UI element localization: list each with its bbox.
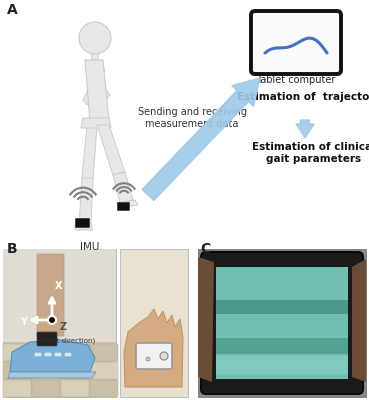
Polygon shape [91, 54, 99, 60]
Polygon shape [296, 120, 314, 138]
Polygon shape [85, 60, 109, 122]
Text: Tablet computer: Tablet computer [256, 75, 336, 85]
Polygon shape [113, 172, 133, 203]
FancyBboxPatch shape [90, 344, 118, 361]
FancyBboxPatch shape [37, 254, 64, 336]
Polygon shape [142, 78, 260, 200]
FancyBboxPatch shape [201, 252, 363, 394]
FancyBboxPatch shape [216, 338, 348, 354]
Polygon shape [81, 118, 111, 128]
FancyBboxPatch shape [65, 353, 71, 356]
Polygon shape [75, 225, 93, 230]
Text: Estimation of clinical
gait parameters: Estimation of clinical gait parameters [252, 142, 369, 164]
Text: Y: Y [20, 317, 27, 327]
FancyBboxPatch shape [32, 362, 60, 379]
FancyBboxPatch shape [216, 267, 348, 379]
FancyBboxPatch shape [45, 353, 51, 356]
FancyBboxPatch shape [37, 332, 57, 346]
FancyBboxPatch shape [3, 362, 31, 379]
Polygon shape [82, 125, 97, 180]
Text: B: B [7, 242, 18, 256]
FancyBboxPatch shape [198, 249, 366, 397]
Circle shape [146, 357, 150, 361]
FancyBboxPatch shape [35, 353, 41, 356]
Text: A: A [7, 3, 18, 17]
Text: C: C [200, 242, 210, 256]
Polygon shape [8, 372, 96, 378]
Polygon shape [83, 65, 105, 105]
FancyBboxPatch shape [61, 362, 89, 379]
Polygon shape [79, 178, 93, 225]
FancyBboxPatch shape [90, 380, 118, 397]
Polygon shape [97, 125, 125, 175]
FancyBboxPatch shape [216, 316, 348, 336]
Circle shape [48, 316, 56, 324]
Text: Z: Z [60, 322, 67, 332]
FancyBboxPatch shape [216, 280, 348, 298]
Polygon shape [124, 309, 183, 387]
FancyBboxPatch shape [90, 362, 118, 379]
FancyBboxPatch shape [3, 344, 31, 361]
Text: X: X [55, 281, 62, 291]
Polygon shape [198, 257, 214, 382]
Text: IMU: IMU [80, 242, 100, 252]
FancyBboxPatch shape [3, 380, 31, 397]
Polygon shape [352, 259, 366, 382]
FancyBboxPatch shape [3, 249, 116, 342]
FancyBboxPatch shape [216, 300, 348, 314]
FancyBboxPatch shape [55, 353, 61, 356]
FancyBboxPatch shape [76, 218, 90, 228]
FancyBboxPatch shape [32, 380, 60, 397]
FancyBboxPatch shape [61, 344, 89, 361]
FancyBboxPatch shape [136, 343, 172, 369]
Polygon shape [85, 63, 110, 100]
Polygon shape [10, 340, 95, 372]
FancyBboxPatch shape [61, 380, 89, 397]
Circle shape [160, 352, 168, 360]
FancyBboxPatch shape [251, 11, 341, 74]
FancyBboxPatch shape [32, 344, 60, 361]
Text: (front direction): (front direction) [40, 337, 95, 344]
FancyBboxPatch shape [117, 202, 130, 210]
FancyBboxPatch shape [120, 249, 188, 397]
Polygon shape [117, 200, 138, 208]
Text: Estimation of  trajectories: Estimation of trajectories [237, 92, 369, 102]
Text: Sending and receiving
measurement data: Sending and receiving measurement data [138, 107, 246, 129]
FancyBboxPatch shape [3, 249, 116, 397]
FancyBboxPatch shape [216, 356, 348, 374]
Circle shape [79, 22, 111, 54]
